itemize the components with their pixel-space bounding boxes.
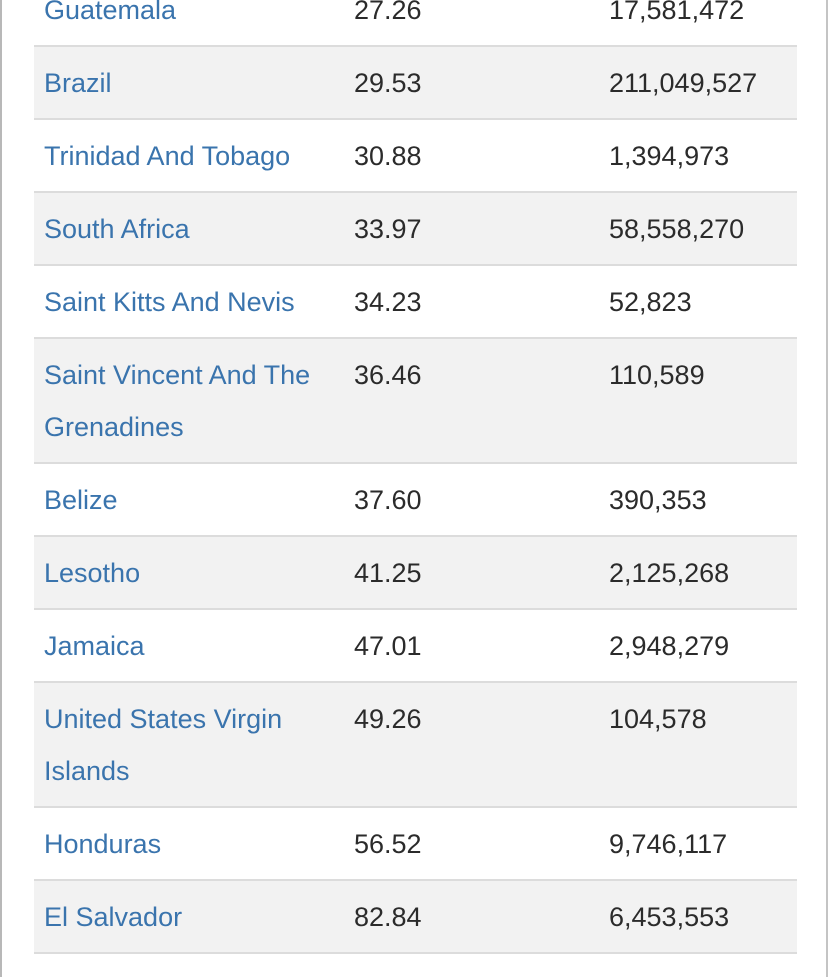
population-cell: 110,589 [609, 360, 705, 390]
table-row: Saint Vincent And The Grenadines 36.46 1… [34, 339, 797, 464]
rate-cell: 29.53 [354, 68, 422, 98]
population-cell: 17,581,472 [609, 0, 745, 25]
table-row: Guatemala 27.26 17,581,472 [34, 0, 797, 47]
data-table: Guatemala 27.26 17,581,472 Brazil 29.53 … [34, 0, 797, 954]
country-link[interactable]: Brazil [44, 68, 112, 98]
population-cell: 104,578 [609, 704, 707, 734]
population-cell: 2,948,279 [609, 631, 730, 661]
table-row: El Salvador 82.84 6,453,553 [34, 881, 797, 954]
country-link[interactable]: Guatemala [44, 0, 177, 25]
table-row: United States Virgin Islands 49.26 104,5… [34, 683, 797, 808]
table-row: Honduras 56.52 9,746,117 [34, 808, 797, 881]
country-link[interactable]: Saint Kitts And Nevis [44, 287, 295, 317]
population-cell: 2,125,268 [609, 558, 730, 588]
population-cell: 58,558,270 [609, 214, 745, 244]
table-row: Saint Kitts And Nevis 34.23 52,823 [34, 266, 797, 339]
table-row: Jamaica 47.01 2,948,279 [34, 610, 797, 683]
country-link[interactable]: Saint Vincent And The Grenadines [44, 360, 311, 442]
rate-cell: 49.26 [354, 704, 422, 734]
country-link[interactable]: El Salvador [44, 902, 183, 932]
population-cell: 1,394,973 [609, 141, 730, 171]
rate-cell: 36.46 [354, 360, 422, 390]
population-cell: 211,049,527 [609, 68, 758, 98]
table-row: Belize 37.60 390,353 [34, 464, 797, 537]
rate-cell: 30.88 [354, 141, 422, 171]
country-link[interactable]: Honduras [44, 829, 162, 859]
population-cell: 9,746,117 [609, 829, 728, 859]
rate-cell: 41.25 [354, 558, 422, 588]
rate-cell: 47.01 [354, 631, 422, 661]
population-cell: 390,353 [609, 485, 707, 515]
rate-cell: 27.26 [354, 0, 422, 25]
table-row: Brazil 29.53 211,049,527 [34, 47, 797, 120]
country-link[interactable]: Jamaica [44, 631, 145, 661]
table-row: South Africa 33.97 58,558,270 [34, 193, 797, 266]
rate-cell: 34.23 [354, 287, 422, 317]
country-link[interactable]: South Africa [44, 214, 190, 244]
rate-cell: 33.97 [354, 214, 422, 244]
rate-cell: 82.84 [354, 902, 422, 932]
country-link[interactable]: Trinidad And Tobago [44, 141, 291, 171]
population-cell: 6,453,553 [609, 902, 730, 932]
rate-cell: 37.60 [354, 485, 422, 515]
table-row: Trinidad And Tobago 30.88 1,394,973 [34, 120, 797, 193]
country-link[interactable]: United States Virgin Islands [44, 704, 283, 786]
country-link[interactable]: Lesotho [44, 558, 141, 588]
table-row: Lesotho 41.25 2,125,268 [34, 537, 797, 610]
population-cell: 52,823 [609, 287, 692, 317]
rate-cell: 56.52 [354, 829, 422, 859]
country-link[interactable]: Belize [44, 485, 118, 515]
